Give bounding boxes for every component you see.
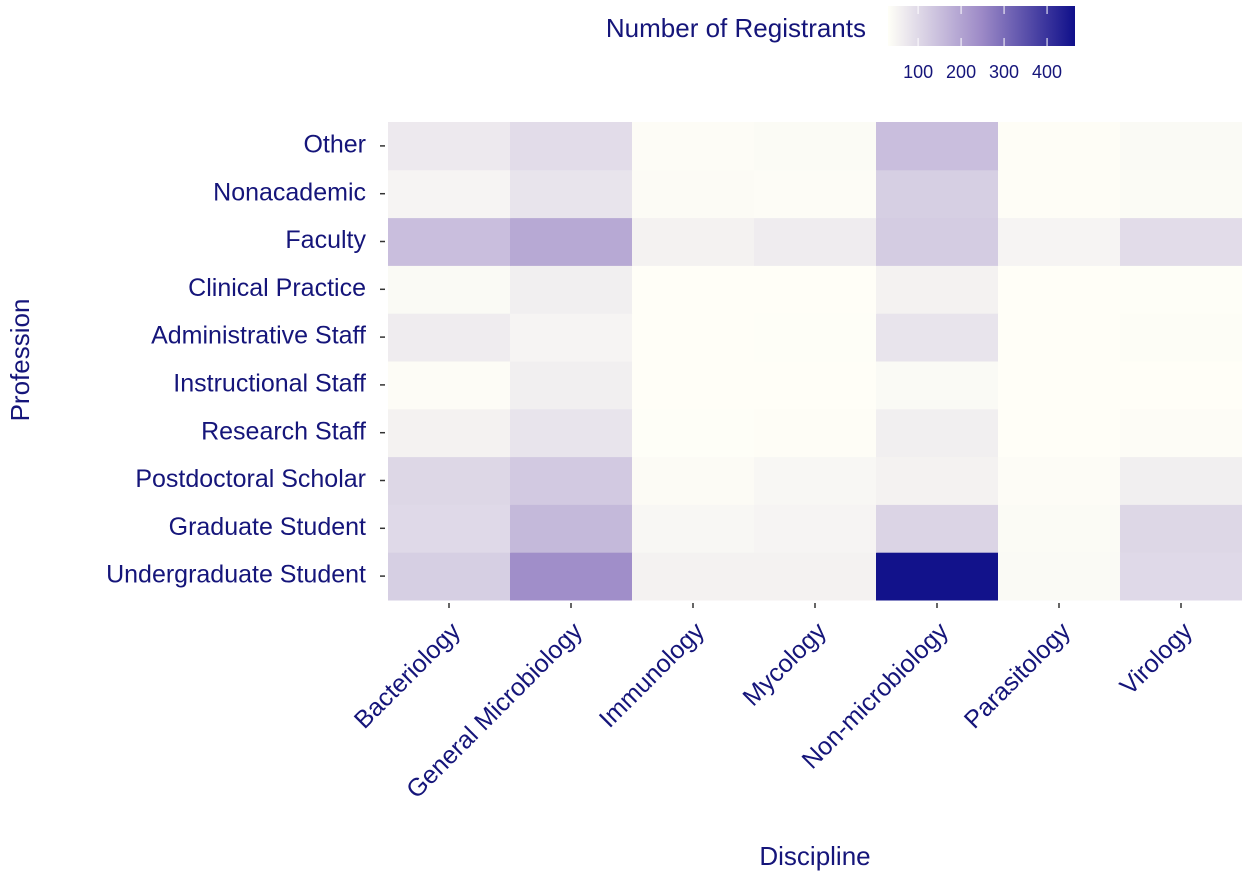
heat-cell (510, 122, 633, 171)
heat-cell (510, 552, 633, 601)
heat-cell (632, 552, 755, 601)
colorbar (888, 6, 1075, 46)
heat-cell (632, 217, 755, 266)
y-tick-label: Other (303, 131, 366, 159)
heat-cell (388, 552, 511, 601)
heat-cell (632, 361, 755, 410)
x-tick-label: Parasitology (959, 617, 1076, 734)
colorbar-tick-label: 200 (946, 62, 976, 82)
heat-cell (388, 217, 511, 266)
heat-cell (876, 217, 999, 266)
heat-cell (754, 552, 877, 601)
heat-cell (754, 313, 877, 362)
heat-cell (754, 122, 877, 171)
x-tick-label: Mycology (737, 617, 832, 712)
heat-cell (388, 122, 511, 171)
y-tick-label: Clinical Practice (188, 274, 366, 302)
heat-cell (510, 456, 633, 505)
heat-cell (998, 169, 1121, 219)
y-tick-label: Administrative Staff (151, 322, 366, 350)
heat-cell (388, 361, 511, 410)
heat-cell (876, 122, 999, 171)
heat-cell (754, 408, 877, 458)
heat-cell (998, 552, 1121, 601)
heat-cell (876, 504, 999, 553)
x-tick-label: Virology (1115, 617, 1199, 701)
heat-cell (632, 456, 755, 505)
heat-cell (754, 265, 877, 314)
heat-cell (388, 456, 511, 505)
heat-cell (510, 408, 633, 458)
colorbar-tick-label: 100 (903, 62, 933, 82)
heat-cell (632, 504, 755, 553)
heat-cell (510, 265, 633, 314)
heat-cell (510, 313, 633, 362)
heat-cell (754, 361, 877, 410)
heat-cell (632, 265, 755, 314)
legend-title: Number of Registrants (606, 13, 866, 43)
heat-cell (388, 313, 511, 362)
heat-cell (754, 456, 877, 505)
heat-cell (876, 169, 999, 219)
y-tick-label: Postdoctoral Scholar (135, 465, 366, 493)
x-tick-label: Bacteriology (349, 617, 466, 734)
heat-cell (1120, 313, 1242, 362)
heat-cell (510, 504, 633, 553)
heat-cell (1120, 552, 1242, 601)
heat-cell (754, 169, 877, 219)
heat-cell (632, 169, 755, 219)
heat-cell (754, 504, 877, 553)
heat-cell (632, 313, 755, 362)
heat-cell (1120, 122, 1242, 171)
heat-cell (1120, 265, 1242, 314)
heat-cell (1120, 408, 1242, 458)
heat-cell (998, 122, 1121, 171)
heat-cell (388, 169, 511, 219)
heat-cell (632, 122, 755, 171)
y-tick-label: Faculty (285, 226, 366, 254)
heat-cell (876, 265, 999, 314)
heat-cell (998, 217, 1121, 266)
x-tick-label: Immunology (594, 617, 710, 733)
heat-cell (998, 265, 1121, 314)
heat-cell (1120, 217, 1242, 266)
heat-cell (998, 313, 1121, 362)
heat-cell (1120, 504, 1242, 553)
heat-cell (1120, 456, 1242, 505)
heat-cell (388, 504, 511, 553)
heat-cell (510, 361, 633, 410)
x-axis-title: Discipline (759, 841, 870, 871)
heat-cell (388, 408, 511, 458)
heat-cell (998, 504, 1121, 553)
heat-cell (876, 408, 999, 458)
y-axis-title: Profession (5, 299, 35, 422)
y-tick-label: Nonacademic (213, 178, 366, 206)
heat-cell (510, 217, 633, 266)
heat-cell (998, 456, 1121, 505)
heat-cell (388, 265, 511, 314)
y-tick-label: Graduate Student (169, 513, 366, 541)
heat-cell (510, 169, 633, 219)
colorbar-tick-label: 400 (1032, 62, 1062, 82)
heat-cell (998, 361, 1121, 410)
heat-cell (1120, 361, 1242, 410)
heat-cell (876, 313, 999, 362)
y-tick-label: Undergraduate Student (106, 561, 366, 589)
colorbar-tick-label: 300 (989, 62, 1019, 82)
heat-cell (632, 408, 755, 458)
heat-cell (876, 552, 999, 601)
heat-cell (754, 217, 877, 266)
heat-cell (876, 456, 999, 505)
heat-cell (998, 408, 1121, 458)
y-tick-label: Instructional Staff (173, 370, 366, 398)
heat-cell (876, 361, 999, 410)
y-tick-label: Research Staff (201, 417, 366, 445)
heat-cell (1120, 169, 1242, 219)
